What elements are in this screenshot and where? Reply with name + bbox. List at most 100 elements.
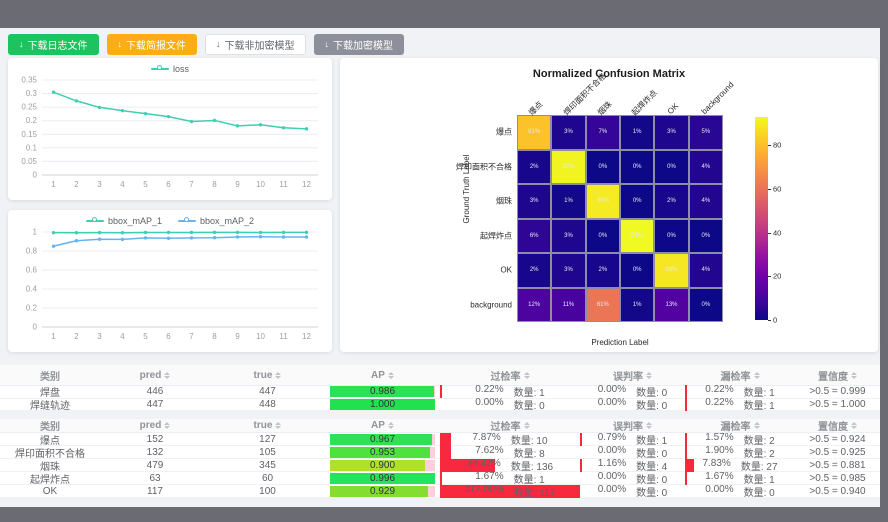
rate-value: 0.79% 数量: 1	[597, 431, 668, 447]
table-row: 焊印面积不合格 132 105 0.953 7.62% 数量: 8 0.00% 数量: 0 1.…	[0, 445, 880, 460]
column-header-label: pred	[139, 420, 162, 431]
pred-cell: 132	[146, 446, 164, 458]
svg-text:0.2: 0.2	[26, 304, 38, 313]
legend-item[interactable]: bbox_mAP_2	[178, 216, 254, 226]
column-header[interactable]: true	[210, 420, 325, 431]
ap-value: 0.967	[369, 433, 396, 445]
rate-value: 0.00% 数量: 0	[597, 483, 668, 499]
download-encrypted-model-button[interactable]: ↓ 下载加密模型	[313, 34, 404, 55]
rate-value: 1.57% 数量: 2	[705, 431, 775, 447]
overdetect-cell: 1.67% 数量: 1	[440, 471, 580, 486]
class-name-cell: 焊盘	[40, 388, 60, 400]
pred-cell: 63	[149, 472, 161, 484]
miss-cell: 0.22% 数量: 1	[685, 384, 795, 399]
ap-cell: 0.967	[325, 433, 440, 445]
column-header[interactable]: 漏检率	[685, 368, 795, 383]
column-header[interactable]: true	[210, 370, 325, 381]
rate-bar	[685, 458, 694, 472]
download-report-button[interactable]: ↓ 下载简报文件	[106, 34, 197, 55]
sort-icon[interactable]	[523, 371, 530, 379]
colorbar	[755, 117, 768, 320]
svg-text:0.25: 0.25	[21, 103, 37, 112]
class-name-cell: 烟珠	[40, 461, 60, 473]
sort-icon[interactable]	[387, 422, 394, 429]
column-header[interactable]: 误判率	[580, 368, 685, 383]
matrix-cell: 0%	[585, 149, 620, 184]
sort-icon[interactable]	[851, 371, 857, 379]
column-header-label: 误判率	[613, 371, 643, 383]
overdetect-cell: 117.00% 数量: 117	[440, 484, 580, 499]
column-header[interactable]: 过检率	[440, 418, 580, 433]
svg-text:1: 1	[33, 228, 38, 237]
column-header-label: pred	[139, 369, 162, 381]
rate-value: 1.16% 数量: 4	[597, 457, 668, 473]
table-row: 起焊炸点 63 60 0.996 1.67% 数量: 1 0.00% 数量: 0 1.67% 数量…	[0, 471, 880, 486]
column-header[interactable]: 置信度	[795, 418, 880, 433]
table-row: 焊盘 446 447 0.986 0.22% 数量: 1 0.00% 数量: 0 0.22% 数量…	[0, 384, 880, 400]
confidence-cell: >0.5 = 0.925	[809, 446, 866, 458]
sort-icon[interactable]	[164, 371, 171, 379]
pred-cell: 447	[146, 398, 164, 410]
svg-text:7: 7	[189, 332, 194, 341]
confusion-matrix-card: Normalized Confusion Matrix 81% 3% 7% 1% 3% 5…	[340, 58, 878, 352]
sort-icon[interactable]	[523, 422, 530, 429]
legend-item[interactable]: bbox_mAP_1	[85, 216, 162, 226]
svg-text:8: 8	[212, 180, 217, 189]
column-header[interactable]: 误判率	[580, 418, 685, 433]
matrix-cell: 0%	[585, 218, 620, 253]
ap-cell: 0.996	[325, 472, 440, 484]
loss-line-chart: 0 0.05 0.1 0.15 0.2 0.25 0.3 0.35 1 2 3 4 5 6 7 8 9 10 11 1…	[8, 74, 332, 197]
sort-icon[interactable]	[164, 422, 171, 429]
matrix-cell: 1%	[551, 184, 586, 219]
confidence-cell: >0.5 = 0.940	[809, 485, 866, 497]
sort-icon[interactable]	[753, 371, 760, 379]
sort-icon[interactable]	[387, 371, 394, 379]
matrix-cell: 89%	[654, 253, 689, 288]
sort-icon[interactable]	[646, 422, 652, 429]
matrix-cell: 0%	[619, 149, 655, 184]
map-chart-legend: bbox_mAP_1 bbox_mAP_2	[8, 210, 332, 226]
column-header[interactable]: 漏检率	[685, 418, 795, 433]
ap-value: 0.929	[369, 485, 396, 497]
svg-text:9: 9	[235, 180, 240, 189]
legend-item[interactable]: loss	[150, 64, 189, 74]
ap-value: 1.000	[369, 398, 396, 410]
column-header[interactable]: 过检率	[440, 368, 580, 383]
rate-value: 117.00% 数量: 117	[464, 483, 556, 499]
overdetect-cell: 0.22% 数量: 1	[440, 384, 580, 399]
column-header[interactable]: AP	[325, 420, 440, 431]
matrix-row-label: 烟珠	[496, 196, 512, 206]
defect-summary-table: 类别 pred true AP 过检率 误判率 漏检率 置信度 爆点 152 127 0.967 7.8…	[0, 418, 880, 499]
rate-value: 0.22% 数量: 1	[705, 396, 775, 412]
column-header[interactable]: pred	[100, 420, 210, 431]
matrix-cell: 12%	[517, 287, 552, 322]
download-plain-model-button[interactable]: ↓ 下载非加密模型	[205, 34, 306, 55]
matrix-cell: 0%	[619, 184, 655, 219]
ap-cell: 1.000	[325, 398, 440, 410]
miss-cell: 0.22% 数量: 1	[685, 397, 795, 412]
sort-icon[interactable]	[275, 422, 282, 429]
matrix-row-label: 爆点	[496, 127, 512, 137]
column-header[interactable]: pred	[100, 370, 210, 381]
misjudge-cell: 0.00% 数量: 0	[580, 484, 685, 499]
sort-icon[interactable]	[275, 371, 282, 379]
miss-cell: 1.67% 数量: 1	[685, 471, 795, 486]
misjudge-cell: 0.00% 数量: 0	[580, 397, 685, 412]
sort-icon[interactable]	[646, 371, 652, 379]
column-header[interactable]: 置信度	[795, 368, 880, 383]
svg-text:2: 2	[74, 332, 79, 341]
matrix-cell: 6%	[517, 218, 552, 253]
column-header[interactable]: AP	[325, 370, 440, 381]
matrix-cell: 5%	[688, 115, 723, 150]
colorbar-tick-label: 20	[773, 271, 782, 281]
sort-icon[interactable]	[753, 422, 760, 429]
svg-text:0: 0	[33, 323, 38, 332]
column-header: 类别	[0, 418, 100, 433]
download-icon: ↓	[19, 39, 24, 49]
rate-bar	[440, 445, 451, 459]
download-log-button[interactable]: ↓ 下载日志文件	[8, 34, 99, 55]
svg-text:3: 3	[97, 180, 102, 189]
sort-icon[interactable]	[851, 422, 857, 429]
miss-cell: 7.83% 数量: 27	[685, 458, 795, 473]
